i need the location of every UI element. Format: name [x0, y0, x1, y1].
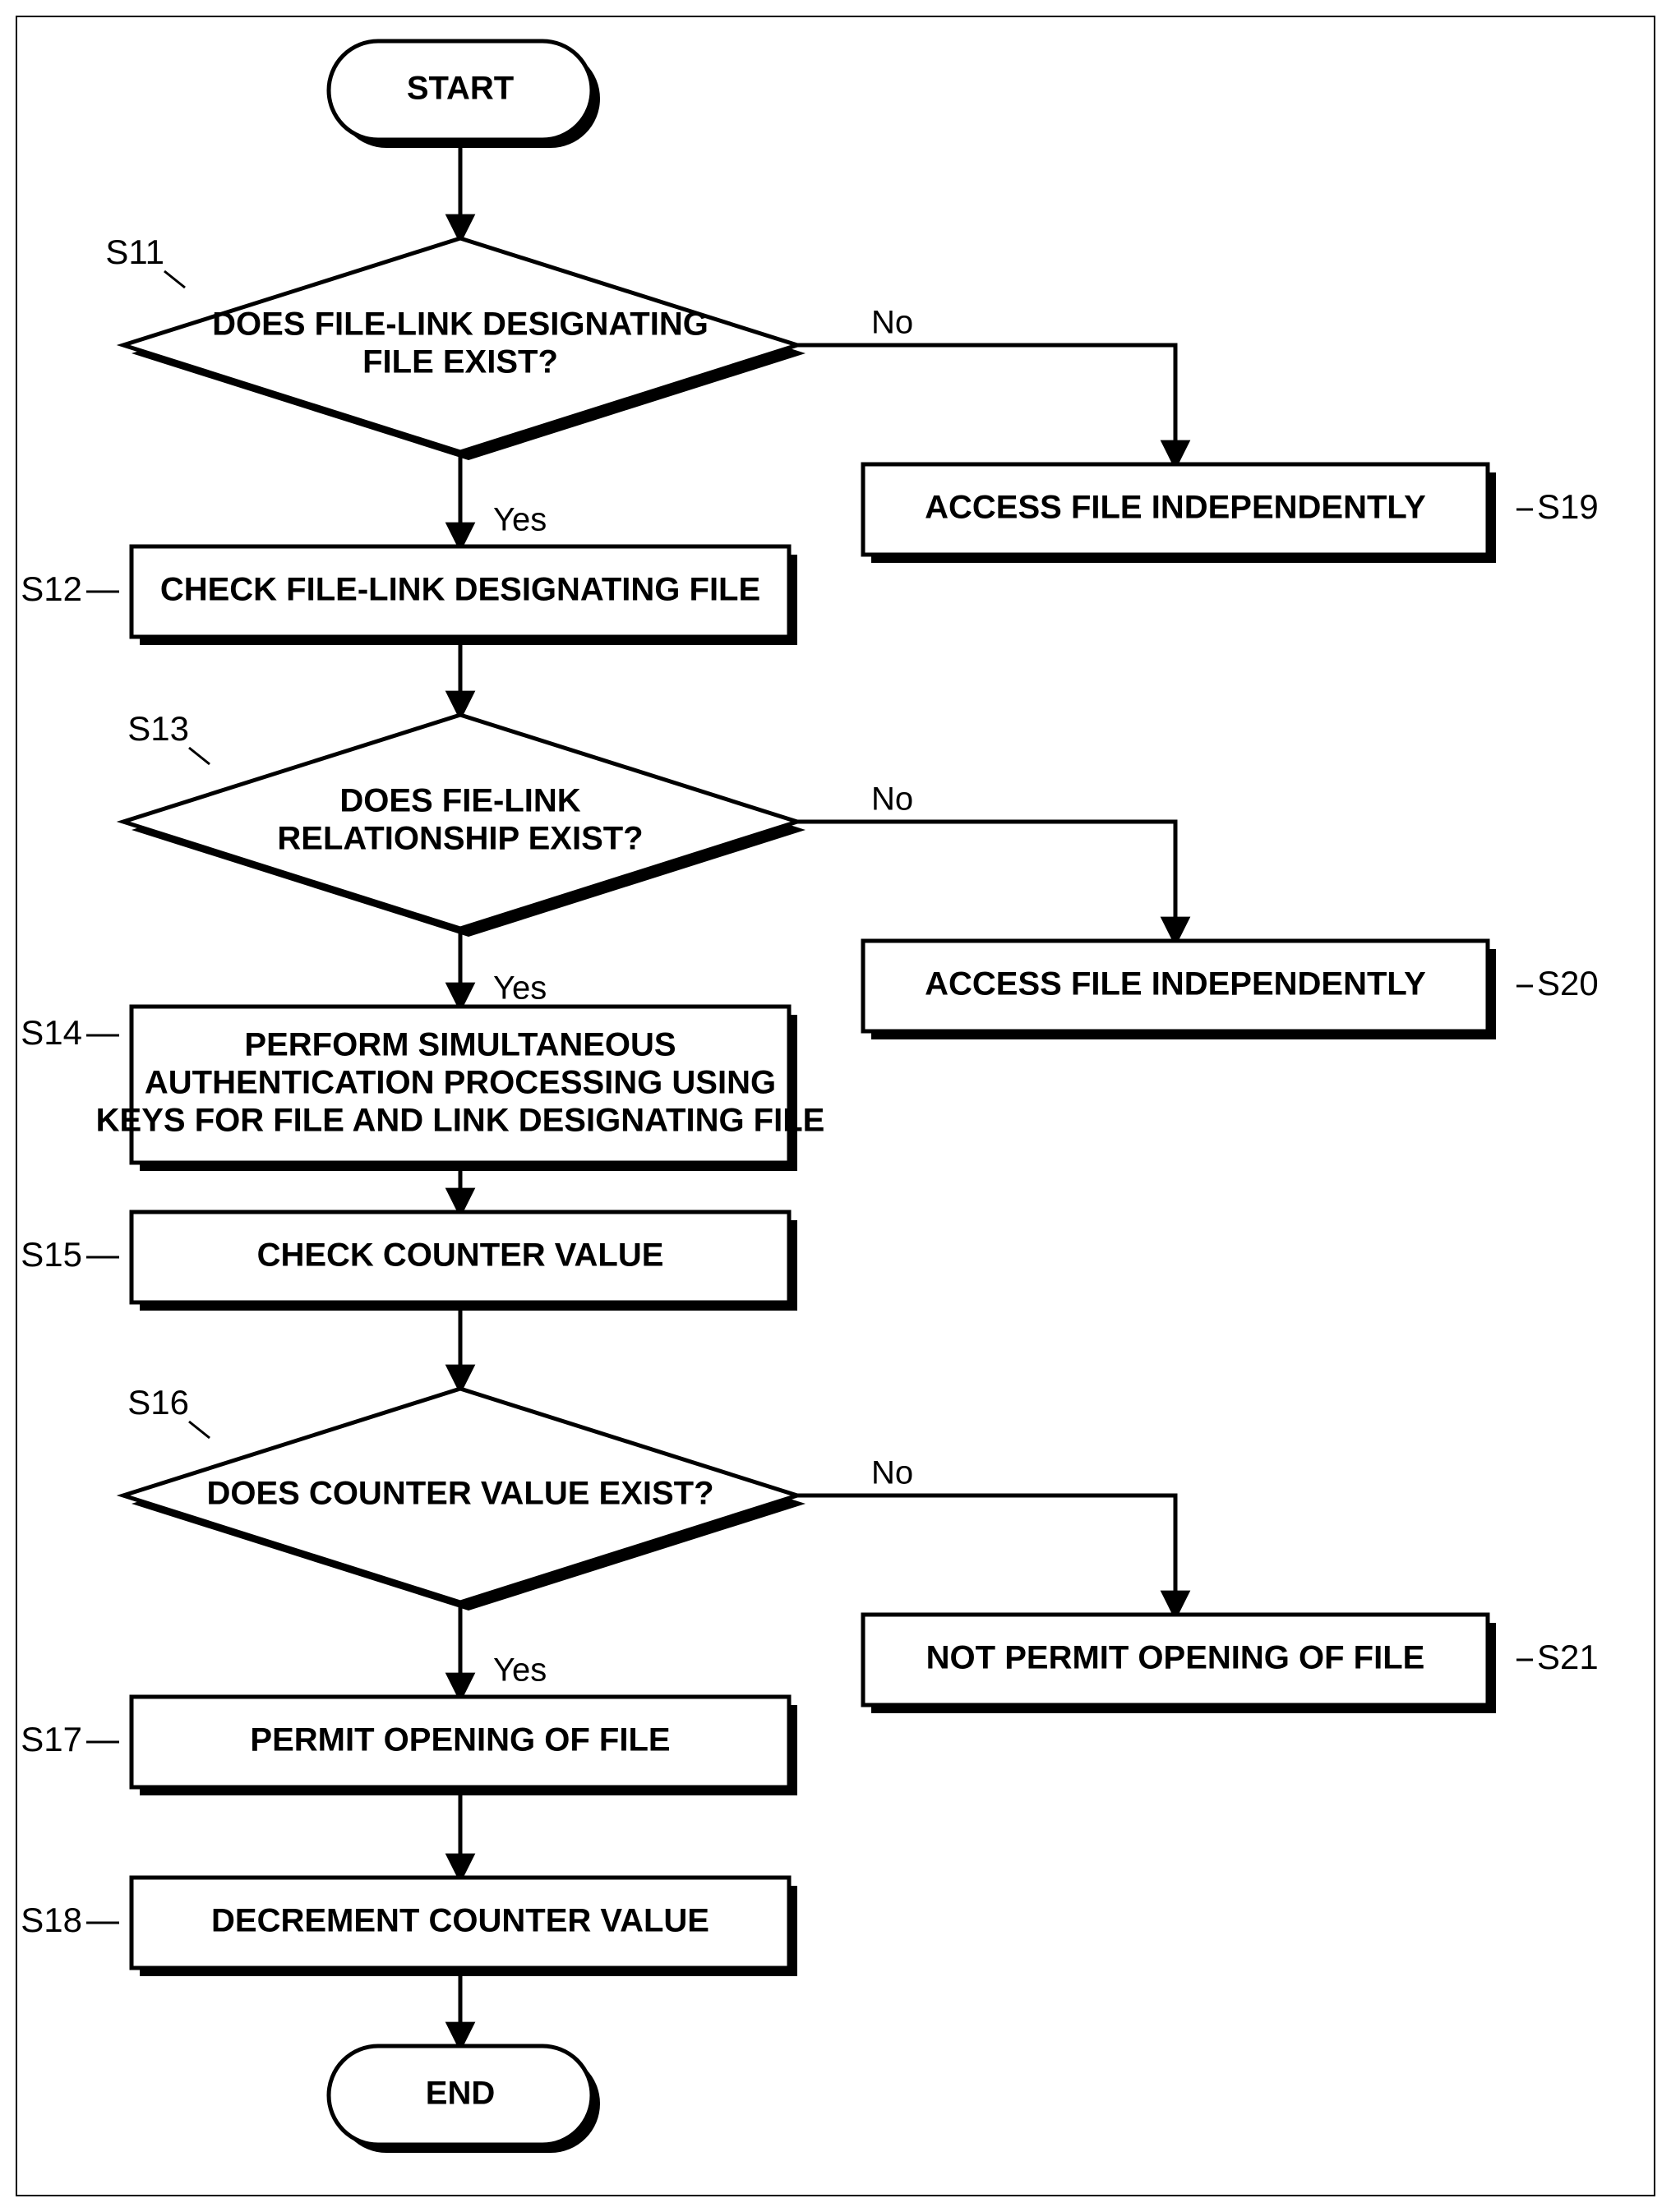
step-label-S20: S20 [1537, 964, 1599, 1002]
step-label-S15: S15 [21, 1235, 82, 1274]
step-label-S16: S16 [127, 1383, 189, 1422]
edge-label-yes: Yes [493, 502, 547, 538]
node-text-p19: ACCESS FILE INDEPENDENTLY [925, 490, 1426, 526]
step-label-S14: S14 [21, 1013, 82, 1052]
edge-d11-p19 [797, 345, 1175, 464]
node-text-d16: DOES COUNTER VALUE EXIST? [206, 1476, 713, 1512]
node-text-p18: DECREMENT COUNTER VALUE [211, 1903, 709, 1939]
edge-d16-p21 [797, 1495, 1175, 1615]
label-connector-S11 [164, 271, 185, 288]
edge-d13-p20 [797, 822, 1175, 941]
node-text-end: END [426, 2076, 495, 2112]
node-text-start: START [407, 71, 514, 107]
label-connector-S16 [189, 1422, 210, 1438]
node-text-d13: RELATIONSHIP EXIST? [277, 821, 643, 857]
step-label-S11: S11 [105, 233, 164, 271]
edge-label-no: No [871, 1455, 913, 1491]
step-label-S19: S19 [1537, 487, 1599, 526]
step-label-S13: S13 [127, 709, 189, 748]
edge-label-no: No [871, 781, 913, 818]
node-text-d13: DOES FIE-LINK [339, 783, 580, 819]
node-text-p12: CHECK FILE-LINK DESIGNATING FILE [160, 572, 760, 608]
edge-label-no: No [871, 305, 913, 341]
step-label-S21: S21 [1537, 1638, 1599, 1676]
node-text-p20: ACCESS FILE INDEPENDENTLY [925, 966, 1426, 1002]
step-label-S18: S18 [21, 1901, 82, 1939]
label-connector-S13 [189, 748, 210, 764]
node-text-d11: DOES FILE-LINK DESIGNATING [212, 306, 709, 343]
node-text-p17: PERMIT OPENING OF FILE [250, 1722, 670, 1758]
node-text-d11: FILE EXIST? [362, 344, 558, 380]
node-text-p15: CHECK COUNTER VALUE [257, 1237, 664, 1274]
node-text-p14: AUTHENTICATION PROCESSING USING [145, 1065, 776, 1101]
flowchart-canvas: Yes No Yes No Yes No START DOES FILE-LINK DESIG… [0, 0, 1671, 2212]
step-label-S12: S12 [21, 569, 82, 608]
node-text-p14: PERFORM SIMULTANEOUS [244, 1027, 676, 1063]
node-text-p21: NOT PERMIT OPENING OF FILE [926, 1640, 1425, 1676]
step-label-S17: S17 [21, 1720, 82, 1758]
node-text-p14: KEYS FOR FILE AND LINK DESIGNATING FILE [96, 1103, 825, 1139]
edge-label-yes: Yes [493, 1652, 547, 1689]
edge-label-yes: Yes [493, 970, 547, 1007]
